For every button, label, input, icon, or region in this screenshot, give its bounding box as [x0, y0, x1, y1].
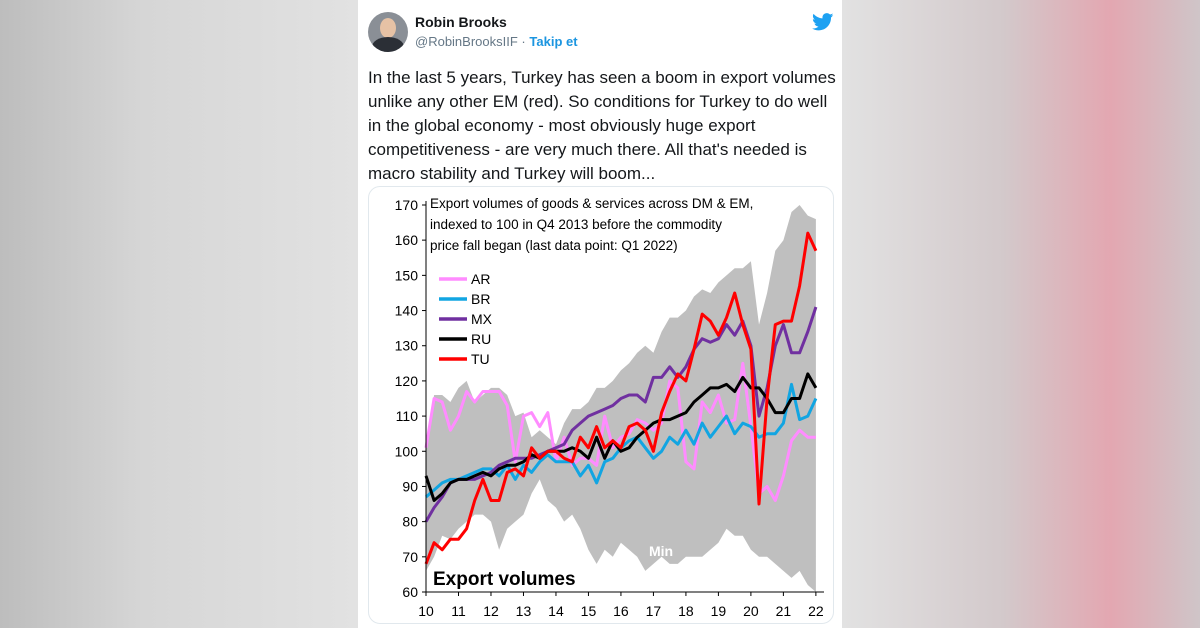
x-tick-label: 18 [678, 603, 694, 619]
tweet-card: Robin Brooks @RobinBrooksIIF · Takip et … [358, 0, 842, 628]
chart-title: Export volumes of goods & services acros… [430, 196, 753, 253]
y-tick-label: 160 [395, 232, 419, 248]
axis-lines-layer [422, 201, 824, 596]
x-tick-label: 13 [516, 603, 532, 619]
legend-label-ru: RU [471, 331, 491, 347]
chart-title-line: indexed to 100 in Q4 2013 before the com… [430, 217, 722, 232]
x-tick-label: 12 [483, 603, 499, 619]
x-tick-label: 20 [743, 603, 759, 619]
chart-title-line: price fall began (last data point: Q1 20… [430, 238, 678, 253]
y-tick-label: 90 [402, 478, 418, 494]
separator-dot: · [521, 34, 526, 49]
y-tick-label: 120 [395, 373, 419, 389]
tick-labels-layer: 60 70 80 90 100 110 120 130 140 150 160 170 10 11 12 13… [395, 197, 824, 619]
avatar-face [380, 18, 396, 38]
legend-label-br: BR [471, 291, 490, 307]
author-handle[interactable]: @RobinBrooksIIF [415, 34, 518, 49]
x-tick-label: 22 [808, 603, 824, 619]
x-tick-label: 15 [581, 603, 597, 619]
y-tick-label: 150 [395, 267, 419, 283]
tweet-text: In the last 5 years, Turkey has seen a b… [368, 68, 836, 183]
x-tick-label: 19 [711, 603, 727, 619]
x-tick-label: 17 [646, 603, 662, 619]
legend-label-tu: TU [471, 351, 490, 367]
band-min-label: Min [649, 543, 673, 559]
y-tick-label: 170 [395, 197, 419, 213]
band-max-label: Max [641, 261, 668, 277]
legend-label-ar: AR [471, 271, 490, 287]
legend-label-mx: MX [471, 311, 493, 327]
x-tick-label: 11 [451, 603, 466, 619]
follow-button[interactable]: Takip et [529, 34, 578, 49]
blurred-background-left [0, 0, 358, 628]
y-tick-label: 140 [395, 303, 419, 319]
export-volumes-chart: 60 70 80 90 100 110 120 130 140 150 160 170 10 11 12 13… [395, 196, 824, 619]
chart-title-line: Export volumes of goods & services acros… [430, 196, 753, 211]
x-tick-label: 10 [418, 603, 434, 619]
y-tick-label: 80 [402, 514, 418, 530]
y-tick-label: 130 [395, 338, 419, 354]
series-layer [424, 231, 818, 565]
y-tick-label: 100 [395, 443, 419, 459]
x-tick-label: 14 [548, 603, 564, 619]
avatar-suit [372, 37, 404, 52]
twitter-bird-icon[interactable] [812, 13, 834, 31]
series-line-ru [424, 372, 818, 502]
author-name[interactable]: Robin Brooks [415, 14, 507, 30]
avatar[interactable] [368, 12, 408, 52]
y-tick-label: 60 [402, 584, 418, 600]
blurred-background-right [842, 0, 1200, 628]
y-tick-label: 110 [396, 408, 419, 424]
series-line-tu [424, 231, 818, 565]
legend: AR BR MX RU TU [439, 271, 493, 367]
y-tick-label: 70 [402, 549, 418, 565]
author-handle-row: @RobinBrooksIIF · Takip et [415, 34, 578, 49]
x-tick-label: 16 [613, 603, 629, 619]
x-tick-label: 21 [776, 603, 792, 619]
chart-corner-label: Export volumes [433, 569, 576, 590]
chart-image-frame[interactable]: 60 70 80 90 100 110 120 130 140 150 160 170 10 11 12 13… [368, 186, 834, 624]
